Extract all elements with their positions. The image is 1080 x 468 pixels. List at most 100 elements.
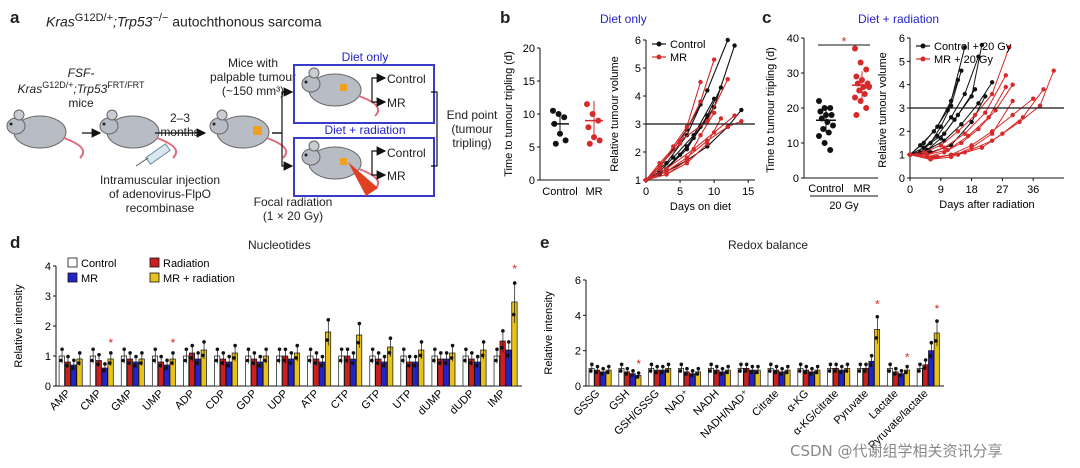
- data-point: [636, 371, 641, 375]
- legend-label: Control: [670, 39, 705, 51]
- group-label: 20 Gy: [829, 200, 859, 212]
- data-point: [648, 369, 653, 373]
- data-point: [283, 347, 288, 352]
- series-point: [955, 77, 961, 83]
- data-point: [756, 364, 760, 369]
- y-tick-label: 2: [45, 321, 51, 333]
- flow-arrow: [272, 87, 294, 134]
- x-tick-label: 9: [938, 184, 944, 196]
- data-point: [356, 340, 361, 345]
- legend-swatch: [67, 257, 78, 268]
- y-tick-label: 1: [899, 150, 905, 162]
- data-point: [221, 351, 226, 355]
- panel-d-chart: Relative intensity 0 1 2 3 4 AMP * CMP GMP * UMP ADP…: [13, 257, 522, 418]
- x-tick-label: UTP: [391, 388, 415, 412]
- data-point: [289, 351, 294, 355]
- x-tick-label: IMP: [486, 388, 508, 410]
- series-point: [1003, 73, 1009, 78]
- series-point: [698, 79, 703, 85]
- series-point: [732, 113, 737, 118]
- legend-label: MR: [81, 273, 98, 285]
- legend-label: MR + radiation: [163, 273, 235, 285]
- data-point: [419, 340, 424, 344]
- data-point: [863, 369, 867, 373]
- data-point: [469, 361, 473, 365]
- y-axis-label: Relative intensity: [543, 291, 555, 375]
- x-tick-label: CDP: [203, 388, 228, 413]
- data-point: [874, 336, 879, 340]
- series-point: [711, 130, 717, 135]
- data-point: [840, 364, 844, 369]
- data-point: [661, 364, 665, 369]
- data-point: [475, 354, 480, 359]
- y-tick-label: 20: [787, 103, 799, 115]
- data-point: [743, 369, 748, 373]
- legend-marker: [920, 43, 926, 49]
- mouse-icon: [301, 67, 380, 117]
- data-point: [708, 369, 712, 373]
- mouse-icon: [209, 109, 288, 159]
- series-point: [924, 152, 930, 157]
- data-point: [60, 347, 64, 352]
- data-point: [624, 372, 629, 376]
- data-point: [463, 358, 467, 363]
- data-point: [313, 361, 318, 365]
- end-point-label: End point (tumour tripling): [437, 108, 507, 150]
- panel-a-title: KrasG12D/+;Trp53−/− autochthonous sarcom…: [46, 12, 322, 30]
- y-tick-label: 5: [899, 56, 905, 68]
- data-point: [159, 354, 163, 359]
- flow-arrow: [371, 90, 387, 107]
- legend-label: MR: [670, 52, 687, 64]
- scatter-point: [857, 59, 864, 66]
- data-point: [505, 353, 510, 358]
- data-point: [134, 354, 138, 359]
- title-sup: G12D/+: [74, 12, 114, 24]
- series-point: [983, 94, 988, 99]
- data-point: [450, 343, 455, 348]
- significance-star: *: [108, 336, 113, 350]
- panel-c-title: Diet + radiation: [858, 12, 940, 26]
- data-point: [665, 369, 670, 373]
- data-point: [184, 347, 189, 352]
- y-axis-label: Time to tumour tripling (d): [503, 51, 515, 177]
- data-point: [649, 362, 654, 367]
- series-point: [698, 133, 703, 138]
- y-tick-label: 4: [45, 261, 51, 273]
- data-point: [595, 364, 600, 369]
- data-point: [103, 362, 107, 366]
- series-point: [657, 166, 662, 171]
- syringe-icon: [135, 143, 171, 167]
- series-point: [1010, 112, 1015, 118]
- data-point: [684, 372, 688, 376]
- injection-label: Intramuscular injection of adenovirus-Fl…: [60, 173, 260, 215]
- data-point: [351, 351, 356, 355]
- significance-star: *: [875, 298, 880, 312]
- data-point: [382, 354, 387, 359]
- panel-e-label: e: [540, 233, 550, 252]
- data-point: [690, 369, 695, 373]
- y-tick-label: 15: [523, 76, 535, 88]
- title-part: autochthonous sarcoma: [168, 13, 322, 30]
- data-point: [102, 368, 106, 373]
- data-point: [511, 312, 516, 317]
- data-point: [139, 361, 143, 365]
- data-point: [785, 370, 789, 375]
- data-point: [725, 370, 729, 375]
- scatter-point: [820, 126, 827, 132]
- y-axis-label: Relative intensity: [13, 284, 25, 368]
- series-point: [989, 80, 995, 85]
- injection-line: recombinase: [125, 201, 195, 215]
- data-point: [77, 351, 82, 355]
- data-point: [809, 372, 813, 376]
- data-point: [432, 358, 436, 363]
- data-point: [898, 373, 903, 378]
- data-point: [214, 358, 219, 363]
- injection-line: of adenovirus-FlpO: [108, 187, 212, 201]
- title-part: Kras: [46, 13, 75, 30]
- y-tick-label: 0: [45, 381, 51, 393]
- legend-swatch: [149, 272, 160, 283]
- x-tick-label: NAD⁺: [663, 387, 692, 416]
- scatter-point: [596, 137, 603, 144]
- data-point: [689, 373, 694, 378]
